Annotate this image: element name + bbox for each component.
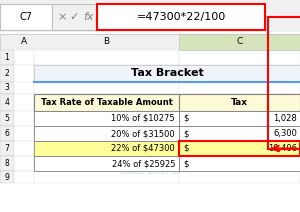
Bar	[97, 4, 265, 30]
Bar	[179, 111, 300, 126]
Bar	[0, 82, 14, 94]
Text: $: $	[183, 144, 189, 153]
Text: 22% of $47300: 22% of $47300	[111, 144, 175, 153]
Bar	[179, 141, 300, 156]
Bar	[14, 82, 34, 94]
Text: 2: 2	[4, 69, 9, 78]
Bar	[34, 171, 179, 183]
Bar	[0, 171, 14, 183]
Bar	[179, 34, 300, 50]
Bar	[14, 65, 34, 82]
Text: =47300*22/100: =47300*22/100	[136, 12, 226, 22]
Bar	[179, 156, 300, 171]
Bar	[34, 111, 179, 126]
Bar	[34, 94, 179, 111]
Text: ×: ×	[57, 12, 67, 22]
Text: Tax Bracket: Tax Bracket	[130, 68, 203, 78]
Bar	[14, 171, 34, 183]
Bar	[179, 126, 300, 141]
Text: fx: fx	[83, 12, 93, 22]
Text: C: C	[236, 38, 243, 46]
Bar	[0, 0, 300, 32]
Bar	[0, 156, 14, 171]
Bar	[179, 65, 300, 82]
Bar	[34, 65, 300, 82]
Bar	[179, 82, 300, 94]
Bar	[14, 141, 34, 156]
Bar	[179, 94, 300, 111]
Bar	[0, 50, 14, 65]
Bar	[179, 141, 300, 156]
Text: 1,028: 1,028	[273, 114, 297, 123]
Bar	[14, 50, 34, 65]
Bar	[0, 111, 14, 126]
Text: 10,406: 10,406	[268, 144, 297, 153]
Text: Tax Rate of Taxable Amount: Tax Rate of Taxable Amount	[40, 98, 172, 107]
Text: $: $	[183, 114, 189, 123]
Text: 8: 8	[4, 159, 9, 168]
Bar	[179, 156, 300, 171]
Bar	[34, 126, 179, 141]
Bar	[0, 94, 14, 111]
Text: 9: 9	[4, 173, 9, 181]
Text: exceldemy: exceldemy	[104, 149, 196, 165]
Text: C7: C7	[20, 12, 32, 22]
Bar	[0, 126, 14, 141]
Bar	[179, 171, 300, 183]
Text: ✓: ✓	[69, 12, 79, 22]
Bar	[34, 126, 179, 141]
Bar	[179, 50, 300, 65]
Text: 7: 7	[4, 144, 9, 153]
Bar	[34, 141, 179, 156]
Text: $: $	[183, 159, 189, 168]
Bar	[34, 65, 179, 82]
Bar	[14, 126, 34, 141]
Bar	[179, 126, 300, 141]
Bar	[14, 156, 34, 171]
Text: 20% of $31500: 20% of $31500	[111, 129, 175, 138]
Bar	[34, 94, 179, 111]
Bar	[34, 156, 179, 171]
Bar	[179, 94, 300, 111]
Text: Tax: Tax	[231, 98, 248, 107]
Bar	[14, 111, 34, 126]
Bar	[0, 34, 300, 50]
Text: 6: 6	[4, 129, 9, 138]
Bar	[0, 32, 300, 212]
Bar	[0, 65, 14, 82]
Bar	[34, 141, 179, 156]
Bar	[0, 141, 14, 156]
Bar	[34, 50, 179, 65]
Text: 4: 4	[4, 98, 9, 107]
Bar	[14, 94, 34, 111]
Bar	[179, 111, 300, 126]
Bar	[179, 141, 300, 156]
Text: 10% of $10275: 10% of $10275	[111, 114, 175, 123]
Text: 6,300: 6,300	[273, 129, 297, 138]
Bar	[34, 82, 179, 94]
Bar	[0, 4, 52, 30]
Text: 1: 1	[4, 53, 9, 62]
Text: 24% of $25925: 24% of $25925	[112, 159, 175, 168]
Text: 5: 5	[4, 114, 9, 123]
Bar	[52, 4, 96, 30]
Text: $: $	[183, 129, 189, 138]
Text: EXCEL  DATA  BI: EXCEL DATA BI	[120, 167, 180, 177]
Text: 3: 3	[4, 84, 9, 92]
Text: A: A	[21, 38, 27, 46]
Bar	[34, 156, 179, 171]
Bar	[34, 111, 179, 126]
Text: B: B	[103, 38, 109, 46]
